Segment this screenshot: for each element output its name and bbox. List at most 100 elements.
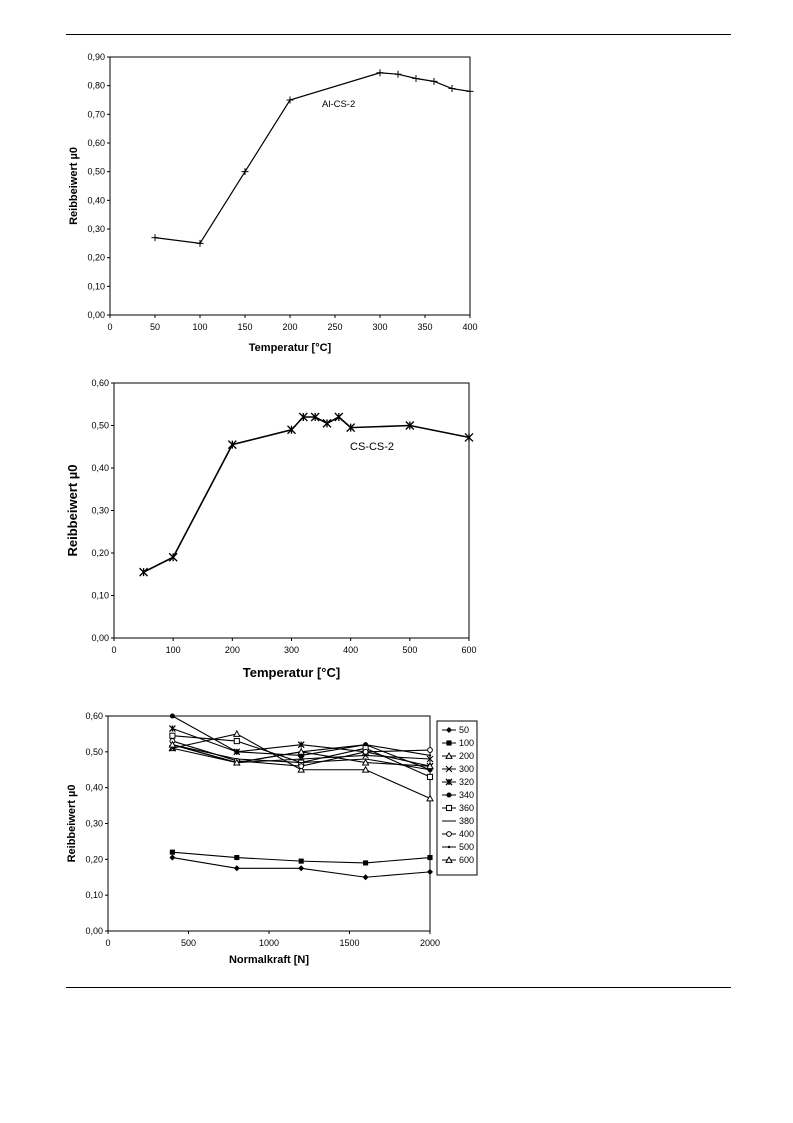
x-tick-label: 400 — [462, 322, 477, 332]
series-200 — [168, 729, 434, 802]
data-point — [427, 868, 433, 875]
data-point — [232, 758, 241, 766]
data-point — [394, 70, 402, 78]
legend-marker — [446, 792, 452, 798]
plot-area — [113, 382, 470, 639]
data-point — [298, 865, 305, 872]
series-100 — [169, 849, 433, 866]
y-tick-label: 0,50 — [91, 421, 109, 431]
data-point — [430, 77, 438, 85]
data-point — [139, 567, 149, 577]
legend — [436, 720, 478, 876]
legend-label: 320 — [459, 777, 474, 787]
data-point — [233, 738, 240, 745]
chart-cs-cs-2: 0,00 0,10 0,20 0,30 0,40 0,50 0,60 0 100 200 300 40… — [65, 378, 477, 680]
x-tick-label: 100 — [192, 322, 207, 332]
legend-marker — [447, 845, 451, 849]
y-axis-label: Reibbeiwert µ0 — [66, 785, 78, 863]
data-point — [168, 725, 176, 733]
y-tick-label: 0,90 — [87, 52, 105, 62]
y-tick-label: 0,00 — [85, 926, 103, 936]
x-axis-label: Temperatur [°C] — [243, 665, 340, 680]
y-tick-label: 0,10 — [85, 890, 103, 900]
legend-label: 360 — [459, 803, 474, 813]
x-tick-label: 150 — [237, 322, 252, 332]
data-point — [412, 75, 420, 82]
legend-marker — [445, 804, 453, 812]
y-tick-label: 0,40 — [91, 463, 109, 473]
y-tick-label: 0,30 — [91, 506, 109, 516]
y-tick-label: 0,30 — [85, 819, 103, 829]
legend-label: 100 — [459, 738, 474, 748]
x-tick-label: 350 — [417, 322, 432, 332]
y-tick-label: 0,70 — [87, 109, 105, 119]
data-point — [427, 854, 433, 861]
chart-normalkraft: 0,00 0,10 0,20 0,30 0,40 0,50 0,60 0 500 1000 1500… — [66, 711, 478, 966]
data-point — [234, 854, 240, 861]
legend-label: 50 — [459, 725, 469, 735]
legend-label: 400 — [459, 829, 474, 839]
data-point — [361, 765, 370, 773]
y-tick-label: 0,60 — [91, 378, 109, 388]
data-point — [286, 96, 294, 104]
data-point — [364, 743, 367, 746]
data-point — [297, 765, 306, 773]
data-point — [362, 874, 369, 881]
x-tick-label: 200 — [282, 322, 297, 332]
data-point — [298, 412, 308, 422]
data-point — [169, 713, 175, 719]
y-tick-label: 0,30 — [87, 224, 105, 234]
x-tick-label: 0 — [105, 938, 110, 948]
data-point — [169, 854, 176, 861]
y-tick-label: 0,20 — [87, 253, 105, 263]
y-tick-label: 0,60 — [85, 711, 103, 721]
data-point — [310, 412, 320, 422]
x-tick-label: 200 — [225, 645, 240, 655]
series-600 — [168, 740, 434, 770]
series-annotation: Al-CS-2 — [322, 99, 355, 110]
series-50 — [169, 854, 433, 881]
x-tick-label: 400 — [343, 645, 358, 655]
y-tick-label: 0,10 — [87, 281, 105, 291]
series-line — [154, 72, 471, 244]
data-point — [426, 762, 434, 770]
data-point — [227, 440, 237, 450]
data-point — [361, 758, 370, 766]
data-point — [426, 794, 434, 802]
data-point — [297, 747, 306, 755]
data-point — [426, 755, 434, 763]
data-point — [376, 69, 384, 77]
legend-label: 500 — [459, 842, 474, 852]
y-tick-label: 0,80 — [87, 81, 105, 91]
data-point — [298, 763, 305, 770]
data-point — [334, 412, 344, 422]
data-point — [363, 860, 369, 866]
y-axis-label: Reibbeiwert µ0 — [65, 464, 80, 556]
y-tick-label: 0,60 — [87, 138, 105, 148]
data-point — [464, 432, 474, 442]
chart-al-cs-2: 0,00 0,10 0,20 0,30 0,40 0,50 0,60 0,70 0,80 0,90… — [68, 52, 478, 354]
y-tick-label: 0,20 — [91, 548, 109, 558]
data-point — [428, 754, 432, 757]
data-point — [151, 234, 159, 242]
x-tick-label: 600 — [461, 645, 476, 655]
data-point — [287, 425, 296, 435]
data-point — [196, 239, 204, 247]
x-tick-label: 300 — [284, 645, 299, 655]
x-tick-label: 2000 — [420, 938, 440, 948]
data-point — [233, 865, 240, 872]
y-tick-label: 0,20 — [85, 854, 103, 864]
data-point — [234, 749, 240, 755]
x-tick-label: 250 — [327, 322, 342, 332]
x-axis-label: Temperatur [°C] — [249, 342, 332, 354]
data-point — [322, 418, 332, 428]
y-tick-label: 0,00 — [91, 633, 109, 643]
data-point — [232, 729, 241, 737]
y-tick-label: 0,40 — [87, 195, 105, 205]
y-tick-label: 0,00 — [87, 310, 105, 320]
legend-label: 340 — [459, 790, 474, 800]
data-point — [346, 423, 356, 433]
legend-marker — [445, 778, 453, 786]
data-point — [362, 748, 369, 755]
legend-marker — [446, 727, 452, 733]
